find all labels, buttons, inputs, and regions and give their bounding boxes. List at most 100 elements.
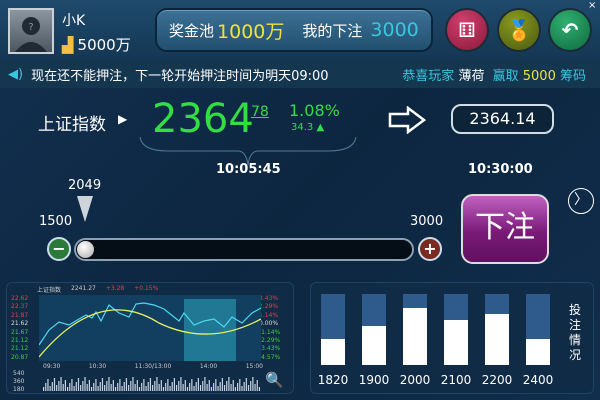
volume-bar [62,384,64,391]
index-percent: 1.08% [289,101,340,120]
volume-bar [213,383,215,391]
volume-bar [152,385,154,391]
chips-label: 筹码 [559,68,586,84]
decrease-button[interactable]: − [47,237,71,261]
increase-button[interactable]: + [418,237,442,261]
volume-bar [247,385,250,391]
medal-button[interactable]: 🏅 [497,8,541,52]
volume-bar [178,381,180,391]
x-tick: 14:00 [199,363,218,370]
volume-bar [138,387,141,391]
volume-bar [77,378,80,391]
right-tick: -1.14% [259,328,281,336]
bet-bar-2400 [526,294,550,365]
bet-bar-1820 [321,294,345,365]
volume-bar [154,381,156,391]
search-icon[interactable]: 🔍 [265,371,284,389]
volume-bar [226,381,228,391]
volume-bar [175,385,178,391]
congrats-label: 恭喜玩家 [402,68,455,84]
back-arrow-icon: ↶ [561,18,579,42]
slider-thumb[interactable] [77,241,94,258]
my-bet-label: 我的下注 [302,21,363,40]
volume-bar [180,377,182,391]
avatar[interactable]: ? [8,8,54,54]
volume-bar [145,386,147,391]
minus-icon: − [52,239,66,258]
expand-icon[interactable]: ▶ [118,112,128,126]
volume-bar [237,383,239,391]
volume-bar [243,382,245,391]
volume-bar [206,384,208,391]
bet-bar-2200 [485,294,509,365]
volume-bar [156,377,158,391]
volume-bar [191,379,193,391]
left-tick: 21.12 [11,345,29,353]
up-arrow-icon: ▲ [316,122,325,133]
pool-label: 奖金池 [169,21,215,40]
left-tick: 20.87 [11,353,29,361]
volume-bar [73,386,75,391]
bet-slider-track[interactable] [74,238,414,261]
bet-bar-2000 [403,294,427,365]
win-label: 赢取 [492,68,519,84]
volume-bar [147,382,149,391]
volume-bar [75,382,77,391]
bet-category-label: 1900 [358,373,390,387]
volume-bar [49,386,51,391]
x-tick: 15:00 [245,363,263,370]
user-name: 小K [62,13,86,29]
volume-bar [114,387,117,391]
chevron-right-icon: 〉 [574,192,588,208]
volume-bar [195,382,197,391]
volume-bar [101,378,104,391]
bet-distribution-panel: 1820 1900 2000 2100 2200 2400 投注情况 [310,282,594,394]
volume-bar [239,379,241,391]
pool-value: 1000万 [217,20,285,43]
plus-icon: + [423,239,437,258]
slider-pointer [77,196,93,222]
bet-bar-fill [444,320,468,365]
volume-bar [90,387,93,391]
volume-bar [121,386,123,391]
volume-bar [189,383,191,391]
bet-category-label: 1820 [317,373,349,387]
volume-bar [210,387,213,391]
index-minichart[interactable]: 上证指数 2241.27 +3.28 +0.15% 22.62 22.37 21.8… [6,282,294,394]
volume-bar [217,386,219,391]
bet-bar-fill [403,307,427,365]
right-tick: -4.57% [259,353,281,361]
volume-bar [88,380,90,391]
volume-bar [256,380,258,391]
volume-bar [182,384,184,391]
index-decimal: 78 [251,104,269,120]
slider-min: 1500 [39,214,73,229]
left-tick: 21.62 [11,320,29,328]
right-tick: -2.29% [259,337,281,345]
x-tick: 10:30 [88,363,107,370]
medal-icon: 🏅 [506,18,532,42]
bet-category-label: 2400 [522,373,554,387]
volume-bar [47,379,49,391]
back-button[interactable]: ↶ [548,8,592,52]
volume-bar [193,386,195,391]
bet-category-label: 2000 [399,373,431,387]
my-bet-value: 3000 [370,19,419,41]
bet-category-label: 2100 [440,373,472,387]
volume-bar [104,385,106,391]
index-name[interactable]: 上证指数 [38,115,106,135]
volume-bar [245,378,247,391]
volume-bars [43,377,261,391]
price-line-chart [39,295,261,361]
chart-percent: +0.15% [134,285,159,292]
dice-button[interactable]: ⚅ [445,8,489,52]
unknown-user-icon: ? [15,17,47,52]
volume-bar [204,377,206,391]
next-button[interactable]: 〉 [568,188,594,214]
close-button[interactable]: × [588,0,597,11]
left-tick: 22.62 [11,295,29,302]
x-tick: 11:30/13:00 [134,363,172,370]
volume-bar [86,384,88,391]
volume-bar [141,383,143,391]
bet-button[interactable]: 下注 [461,194,549,264]
